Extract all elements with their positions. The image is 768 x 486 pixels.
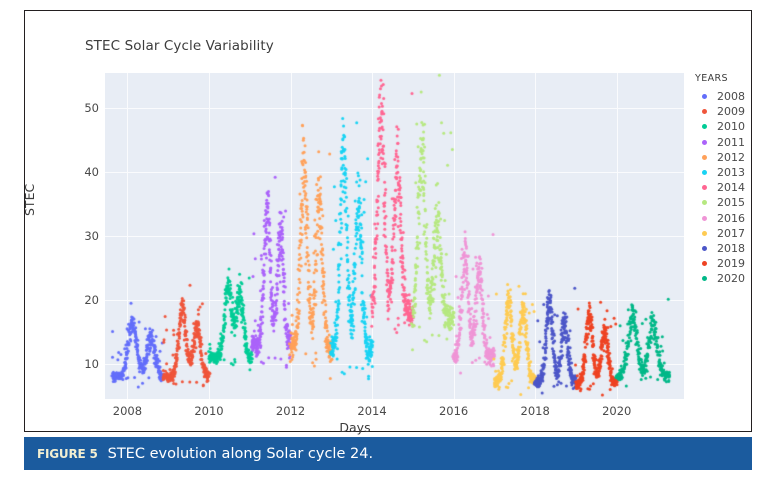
- legend-item-label: 2015: [717, 196, 745, 210]
- plot-panel: [105, 73, 684, 399]
- figure-number-label: FIGURE 5: [37, 446, 98, 461]
- scatter-plot-canvas: [105, 73, 684, 399]
- legend-item-2008[interactable]: 2008: [689, 89, 768, 104]
- figure-caption-text: STEC evolution along Solar cycle 24.: [107, 445, 374, 462]
- legend-swatch-icon: [702, 276, 707, 282]
- plot-title: STEC Solar Cycle Variability: [85, 38, 274, 54]
- legend-item-label: 2014: [717, 181, 745, 195]
- x-tick-2014: 2014: [357, 404, 387, 418]
- legend-item-label: 2013: [717, 166, 745, 180]
- y-tick-40: 40: [84, 165, 99, 180]
- y-axis-title: STEC: [22, 183, 37, 216]
- legend-item-label: 2011: [717, 135, 745, 149]
- legend-title: YEARS: [695, 73, 728, 84]
- legend-item-2009[interactable]: 2009: [689, 104, 768, 119]
- legend: YEARS 2008 2009 2010 2011 2012 2013 2014 2015 20…: [689, 73, 768, 286]
- legend-swatch-icon: [702, 230, 707, 236]
- legend-item-2015[interactable]: 2015: [689, 195, 768, 210]
- legend-item-label: 2016: [717, 211, 745, 225]
- legend-swatch-icon: [702, 124, 707, 130]
- legend-item-2016[interactable]: 2016: [689, 211, 768, 226]
- legend-swatch-icon: [702, 139, 707, 145]
- legend-item-2019[interactable]: 2019: [689, 256, 768, 271]
- legend-items: 2008 2009 2010 2011 2012 2013 2014 2015 2016 2017…: [689, 89, 768, 286]
- x-axis-title: Days: [339, 420, 371, 435]
- legend-swatch-icon: [702, 215, 707, 221]
- x-tick-2008: 2008: [112, 404, 143, 418]
- y-axis-tick-labels: 10 20 30 40 50: [55, 73, 99, 399]
- x-axis-tick-labels: 2008 2010 2012 2014 2016 2018 2020: [105, 404, 684, 422]
- x-axis-title-wrap: Days: [25, 420, 763, 435]
- y-tick-20: 20: [84, 292, 99, 307]
- figure-image-frame: STEC Solar Cycle Variability 10 20 30 40 50 …: [22, 10, 752, 435]
- figure-caption-bar: FIGURE 5 STEC evolution along Solar cycl…: [24, 437, 752, 470]
- y-tick-50: 50: [84, 101, 99, 116]
- y-tick-30: 30: [84, 229, 99, 243]
- legend-item-2010[interactable]: 2010: [689, 119, 768, 134]
- legend-item-label: 2008: [717, 90, 745, 104]
- legend-item-label: 2019: [717, 257, 745, 271]
- legend-item-2013[interactable]: 2013: [689, 165, 768, 180]
- legend-swatch-icon: [702, 200, 707, 206]
- legend-item-2012[interactable]: 2012: [689, 150, 768, 165]
- legend-item-2017[interactable]: 2017: [689, 226, 768, 241]
- legend-item-label: 2009: [717, 105, 745, 119]
- legend-item-label: 2017: [717, 226, 745, 240]
- legend-item-label: 2010: [717, 120, 745, 134]
- legend-item-label: 2020: [717, 272, 745, 286]
- legend-swatch-icon: [702, 185, 707, 191]
- legend-swatch-icon: [702, 170, 707, 176]
- legend-item-label: 2012: [717, 150, 745, 164]
- legend-item-label: 2018: [717, 241, 745, 255]
- x-tick-2018: 2018: [520, 404, 550, 418]
- x-tick-2010: 2010: [194, 404, 224, 418]
- y-tick-10: 10: [84, 356, 99, 371]
- legend-swatch-icon: [702, 94, 707, 100]
- legend-item-2011[interactable]: 2011: [689, 135, 768, 150]
- x-tick-2020: 2020: [602, 404, 632, 418]
- legend-swatch-icon: [702, 154, 707, 160]
- legend-swatch-icon: [702, 261, 707, 267]
- legend-item-2020[interactable]: 2020: [689, 271, 768, 286]
- legend-item-2018[interactable]: 2018: [689, 241, 768, 256]
- x-tick-2016: 2016: [438, 404, 469, 418]
- legend-swatch-icon: [702, 245, 707, 251]
- legend-item-2014[interactable]: 2014: [689, 180, 768, 195]
- legend-swatch-icon: [702, 109, 707, 115]
- x-tick-2012: 2012: [275, 404, 306, 418]
